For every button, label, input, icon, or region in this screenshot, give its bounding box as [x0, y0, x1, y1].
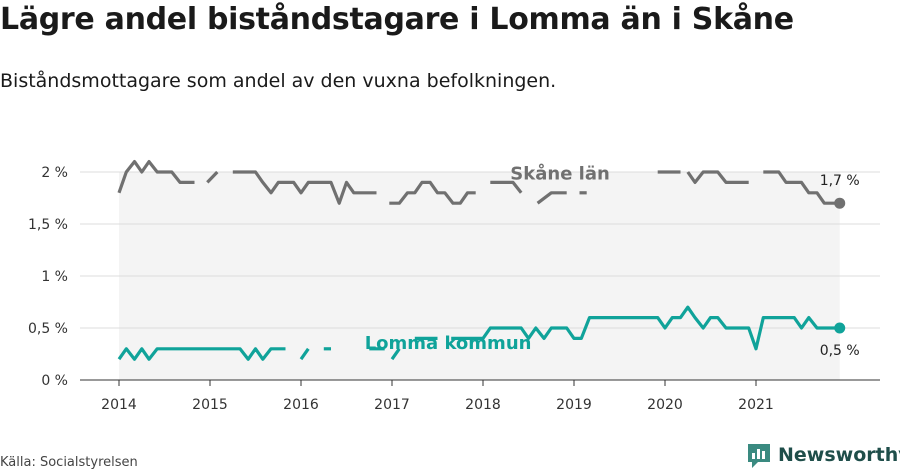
brand-logo: Newsworthy — [746, 441, 900, 469]
series-line-skane — [206, 170, 219, 184]
series-annotation-skane: Skåne län — [510, 162, 610, 184]
end-label-lomma: 0,5 % — [820, 343, 860, 359]
x-tick-label: 2020 — [647, 397, 683, 413]
series-line-skane — [490, 180, 523, 194]
y-tick-label: 2 % — [41, 165, 68, 181]
x-tick-label: 2017 — [374, 397, 410, 413]
source-note: Källa: Socialstyrelsen — [0, 455, 138, 470]
series-line-lomma — [451, 305, 840, 351]
brand-name: Newsworthy — [778, 444, 900, 466]
line-layer — [117, 160, 846, 361]
x-tick-label: 2016 — [283, 397, 319, 413]
chart-title: Lägre andel biståndstagare i Lomma än i … — [0, 2, 794, 37]
end-point-skane — [834, 197, 846, 209]
label-layer: 1,7 % 0,5 % Skåne län Lomma kommun — [365, 162, 860, 359]
y-tick-label: 0,5 % — [28, 321, 68, 337]
series-line-lomma — [117, 347, 286, 361]
x-tick-label: 2021 — [738, 397, 774, 413]
y-tick-label: 0 % — [41, 373, 68, 389]
x-tick-label: 2015 — [192, 397, 228, 413]
series-line-lomma — [299, 347, 310, 361]
y-tick-label: 1,5 % — [28, 217, 68, 233]
series-line-skane — [117, 160, 195, 194]
series-line-skane — [232, 170, 377, 205]
series-line-lomma — [390, 347, 401, 361]
series-line-skane — [389, 180, 476, 205]
chart-subtitle: Biståndsmottagare som andel av den vuxna… — [0, 70, 557, 92]
x-tick-label: 2019 — [556, 397, 592, 413]
series-line-skane — [686, 170, 749, 184]
bar-chart-logo-icon — [748, 444, 770, 468]
series-line-skane — [763, 170, 840, 205]
x-tick-label: 2018 — [465, 397, 501, 413]
y-tick-label: 1 % — [41, 269, 68, 285]
end-point-lomma — [834, 322, 846, 334]
series-line-skane — [536, 191, 567, 205]
series-annotation-lomma: Lomma kommun — [365, 333, 532, 354]
end-label-skane: 1,7 % — [820, 173, 860, 189]
x-tick-label: 2014 — [101, 397, 137, 413]
